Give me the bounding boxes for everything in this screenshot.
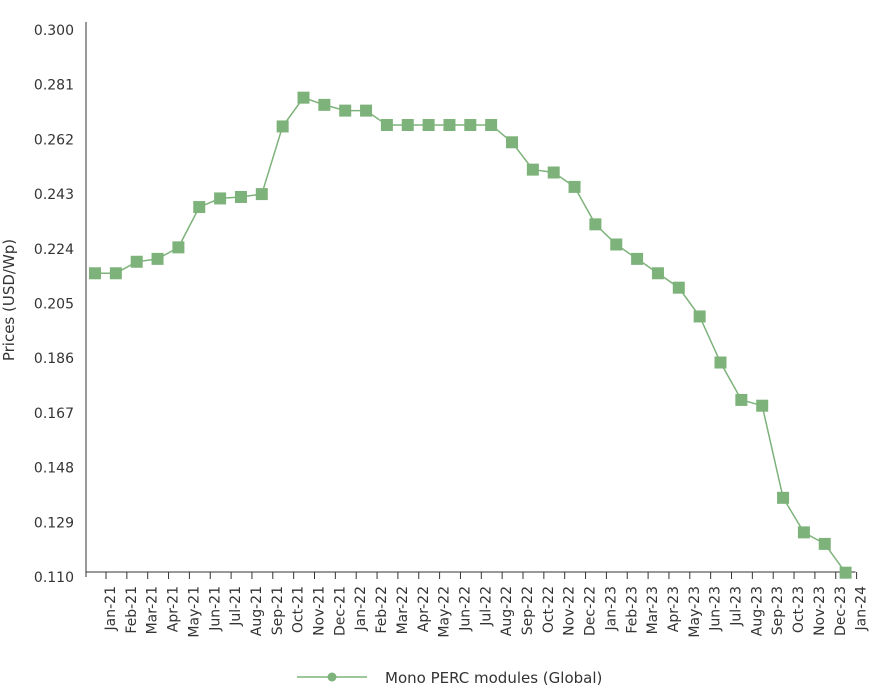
data-point-marker xyxy=(631,252,644,265)
data-point-marker xyxy=(109,267,122,280)
data-point-marker xyxy=(443,119,456,132)
data-point-marker xyxy=(547,166,560,179)
data-point-marker xyxy=(839,566,852,579)
data-point-marker xyxy=(276,120,289,133)
data-point-marker xyxy=(380,119,393,132)
y-tick-label: 0.148 xyxy=(34,461,74,477)
x-tick-label: Jan-22 xyxy=(353,586,369,631)
data-point-marker xyxy=(130,255,143,268)
x-tick-label: Apr-22 xyxy=(416,586,432,632)
x-tick-label: Jan-24 xyxy=(854,586,870,632)
x-tick-label: Apr-21 xyxy=(166,586,182,632)
x-tick-label: Jan-23 xyxy=(603,586,619,631)
data-point-marker xyxy=(401,119,414,132)
x-tick-label: Nov-23 xyxy=(812,586,828,636)
data-point-marker xyxy=(339,104,352,117)
data-point-marker xyxy=(422,119,435,132)
y-tick-label: 0.243 xyxy=(34,187,74,203)
data-point-marker xyxy=(485,119,498,132)
data-point-marker xyxy=(464,119,477,132)
data-point-marker xyxy=(693,310,706,323)
x-tick-label: Oct-22 xyxy=(541,586,557,633)
data-point-marker xyxy=(193,201,206,214)
x-tick-label: Mar-21 xyxy=(145,586,161,634)
series-line-mono-perc xyxy=(95,96,847,574)
x-tick-label: Jun-22 xyxy=(457,586,473,632)
data-point-marker xyxy=(610,238,623,251)
x-tick-label: May-21 xyxy=(186,586,202,638)
x-axis-ticks: Jan-21 Feb-21 Mar-21 Apr-21 May-21 Jun-21 Jul-… xyxy=(103,572,870,638)
data-point-marker xyxy=(735,393,748,406)
data-point-marker xyxy=(214,192,227,205)
x-tick-label: Aug-21 xyxy=(249,586,265,636)
data-point-marker xyxy=(255,188,268,201)
x-tick-label: Mar-22 xyxy=(395,586,411,634)
y-tick-label: 0.262 xyxy=(34,132,74,148)
data-point-marker xyxy=(818,537,831,550)
data-point-marker xyxy=(714,356,727,369)
data-point-marker xyxy=(297,91,310,104)
legend-label: Mono PERC modules (Global) xyxy=(385,669,602,687)
data-point-marker xyxy=(756,399,769,412)
data-point-marker xyxy=(234,190,247,203)
y-axis-title: Prices (USD/Wp) xyxy=(0,239,18,361)
x-tick-label: Feb-21 xyxy=(124,586,140,634)
x-tick-label: Dec-22 xyxy=(583,586,599,636)
data-point-marker xyxy=(568,180,581,193)
x-tick-label: Apr-23 xyxy=(666,586,682,632)
data-point-marker xyxy=(589,218,602,231)
y-tick-label: 0.205 xyxy=(34,297,74,313)
x-tick-label: Oct-23 xyxy=(791,586,807,633)
x-tick-label: Feb-23 xyxy=(624,586,640,634)
x-tick-label: May-22 xyxy=(437,586,453,638)
data-point-marker xyxy=(318,98,331,111)
x-tick-label: Sep-23 xyxy=(770,586,786,635)
x-tick-label: Jul-21 xyxy=(228,586,244,627)
x-tick-label: Mar-23 xyxy=(645,586,661,634)
legend: Mono PERC modules (Global) xyxy=(297,669,602,687)
y-axis-ticks: 0.110 0.129 0.148 0.167 0.186 0.205 0.224 0.243… xyxy=(34,23,74,586)
y-tick-label: 0.224 xyxy=(34,242,74,258)
series-markers xyxy=(89,91,852,579)
y-tick-label: 0.129 xyxy=(34,515,74,531)
data-point-marker xyxy=(526,163,539,176)
x-tick-label: Nov-21 xyxy=(312,586,328,636)
legend-swatch-marker xyxy=(327,672,337,682)
data-point-marker xyxy=(506,136,518,149)
x-tick-label: Nov-22 xyxy=(562,586,578,636)
x-tick-label: Sep-22 xyxy=(520,586,536,635)
data-point-marker xyxy=(151,252,164,265)
x-tick-label: May-23 xyxy=(687,586,703,638)
y-tick-label: 0.110 xyxy=(34,570,74,586)
data-point-marker xyxy=(172,241,185,254)
data-point-marker xyxy=(672,281,685,294)
x-tick-label: Dec-21 xyxy=(332,586,348,636)
x-tick-label: Feb-22 xyxy=(374,586,390,634)
y-tick-label: 0.167 xyxy=(34,406,74,422)
x-tick-label: Aug-23 xyxy=(749,586,765,636)
x-tick-label: Jul-22 xyxy=(478,586,494,627)
data-point-marker xyxy=(89,267,101,280)
y-tick-label: 0.300 xyxy=(34,23,74,39)
data-point-marker xyxy=(797,526,810,539)
data-point-marker xyxy=(360,104,373,117)
y-tick-label: 0.281 xyxy=(34,78,74,94)
data-point-marker xyxy=(777,491,790,504)
x-tick-label: Jul-23 xyxy=(729,586,745,627)
x-tick-label: Oct-21 xyxy=(291,586,307,633)
x-tick-label: Jun-23 xyxy=(708,586,724,632)
x-tick-label: Jan-21 xyxy=(103,586,119,631)
x-tick-label: Jun-21 xyxy=(207,586,223,632)
x-tick-label: Sep-21 xyxy=(270,586,286,635)
data-point-marker xyxy=(651,267,664,280)
y-tick-label: 0.186 xyxy=(34,351,74,367)
x-tick-label: Aug-22 xyxy=(499,586,515,636)
x-tick-label: Dec-23 xyxy=(833,586,849,636)
